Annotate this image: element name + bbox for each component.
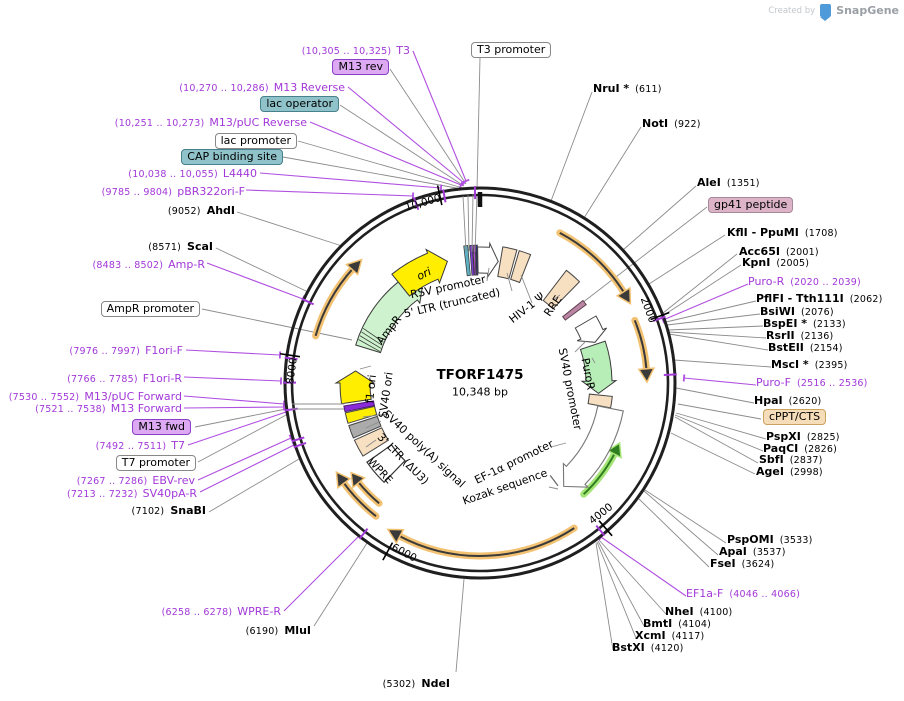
enzyme-label-ahdi: (9052) AhdI [167, 204, 235, 217]
enzyme-label-pflfi-tth111i: PflFI - Tth111I (2062) [756, 292, 883, 305]
primer-label-t7: (7492 .. 7511) T7 [95, 439, 185, 452]
enzyme-label-pspomi: PspOMI (3533) [727, 533, 813, 546]
primer-label-m13-puc-forward: (7530 .. 7552) M13/pUC Forward [8, 390, 182, 403]
primer-label-ebv-rev: (7267 .. 7286) EBV-rev [76, 474, 195, 487]
watermark-prefix: Created by [768, 5, 816, 16]
enzyme-label-agei: AgeI (2998) [756, 465, 823, 478]
enzyme-label-xcmi: XcmI (4117) [635, 629, 705, 642]
enzyme-label-sbfi: SbfI (2837) [759, 453, 823, 466]
enzyme-label-snabi: (7102) SnaBI [131, 504, 206, 517]
enzyme-label-alei: AleI (1351) [697, 176, 760, 189]
feature-pill-lac-promoter: lac promoter [214, 133, 297, 149]
primer-label-f1ori-r: (7766 .. 7785) F1ori-R [67, 372, 182, 385]
snapgene-logo-icon [820, 4, 832, 21]
feature-pill-t7-promoter: T7 promoter [115, 455, 196, 471]
primer-label-puro-r: Puro-R (2020 .. 2039) [748, 275, 861, 288]
watermark-brand: SnapGene [836, 4, 899, 17]
primer-label-m13-forward: (7521 .. 7538) M13 Forward [35, 402, 182, 415]
enzyme-label-noti: NotI (922) [642, 117, 701, 130]
plasmid-size: 10,348 bp [452, 385, 508, 399]
snapgene-watermark: Created by SnapGene [768, 4, 899, 21]
enzyme-label-msci: MscI * (2395) [771, 358, 848, 371]
enzyme-label-fsei: FseI (3624) [710, 557, 775, 570]
enzyme-label-pspxi: PspXI (2825) [766, 430, 840, 443]
feature-pill-cap-binding-site: CAP binding site [181, 149, 283, 165]
enzyme-label-scai: (8571) ScaI [148, 240, 213, 253]
enzyme-label-apai: ApaI (3537) [719, 545, 786, 558]
feature-pill-m13-fwd: M13 fwd [132, 419, 191, 435]
enzyme-label-acc65i: Acc65I (2001) [739, 245, 819, 258]
feature-pill-m13-rev: M13 rev [332, 59, 389, 75]
enzyme-label-mlui: (6190) MluI [245, 624, 311, 637]
plasmid-name: TFORF1475 [436, 367, 524, 383]
enzyme-label-bstxi: BstXI (4120) [612, 641, 684, 654]
enzyme-label-bspei: BspEI * (2133) [763, 317, 846, 330]
primer-label-m13-puc-reverse: (10,251 .. 10,273) M13/pUC Reverse [114, 116, 307, 129]
primer-label-m13-reverse: (10,270 .. 10,286) M13 Reverse [179, 81, 345, 94]
enzyme-label-nhei: NheI (4100) [665, 605, 733, 618]
enzyme-label-ndei: (5302) NdeI [382, 677, 450, 690]
enzyme-label-kfli-ppumi: KflI - PpuMI (1708) [727, 226, 838, 239]
primer-label-f1ori-f: (7976 .. 7997) F1ori-F [69, 344, 183, 357]
primer-label-sv40pa-r: (7213 .. 7232) SV40pA-R [66, 487, 197, 500]
enzyme-label-nrui: NruI * (611) [593, 82, 662, 95]
enzyme-label-bsteii: BstEII (2154) [768, 341, 843, 354]
feature-pill-label: T3 promoter [477, 43, 546, 56]
enzyme-label-hpai: HpaI (2620) [754, 394, 822, 407]
primer-label-l4440: (10,038 .. 10,055) L4440 [128, 167, 257, 180]
primer-label-ef1a-f: EF1a-F (4046 .. 4066) [686, 587, 800, 600]
enzyme-label-rsrii: RsrII (2136) [766, 329, 834, 342]
feature-pill-gp41-peptide: gp41 peptide [708, 197, 794, 213]
primer-label-amp-r: (8483 .. 8502) Amp-R [92, 258, 206, 271]
primer-label-puro-f: Puro-F (2516 .. 2536) [756, 376, 868, 389]
primer-label-wpre-r: (6258 .. 6278) WPRE-R [161, 605, 281, 618]
enzyme-label-paqci: PaqCI (2826) [763, 442, 838, 455]
feature-pill-cppt-cts: cPPT/CTS [763, 409, 827, 425]
feature-pill-t3-promoter: T3 promoter [471, 42, 552, 58]
enzyme-label-kpni: KpnI (2005) [742, 256, 810, 269]
primer-label-pbr322ori-f: (9785 .. 9804) pBR322ori-F [101, 185, 245, 198]
enzyme-label-bsiwi: BsiWI (2076) [760, 305, 834, 318]
feature-pill-lac-operator: lac operator [260, 96, 339, 112]
primer-label-t3: (10,305 .. 10,325) T3 [301, 44, 410, 57]
feature-pill-ampr-promoter: AmpR promoter [100, 301, 200, 317]
enzyme-label-bmti: BmtI (4104) [643, 617, 711, 630]
